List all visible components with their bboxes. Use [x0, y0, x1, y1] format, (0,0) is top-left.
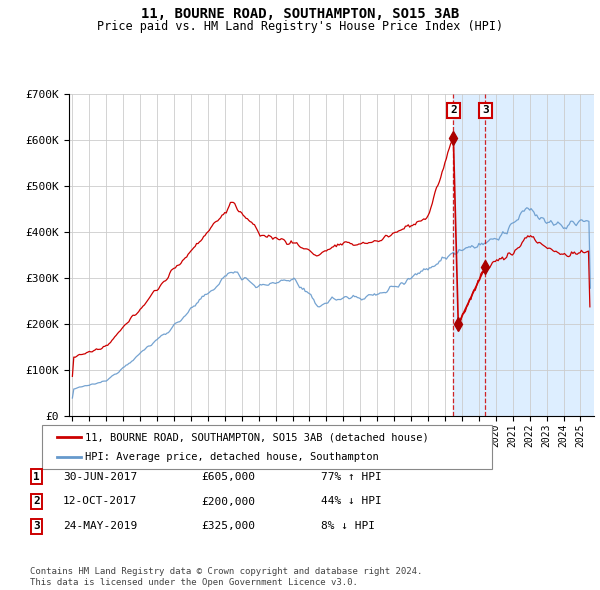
Text: 11, BOURNE ROAD, SOUTHAMPTON, SO15 3AB (detached house): 11, BOURNE ROAD, SOUTHAMPTON, SO15 3AB (… — [85, 432, 429, 442]
Text: 77% ↑ HPI: 77% ↑ HPI — [321, 472, 382, 481]
Text: 11, BOURNE ROAD, SOUTHAMPTON, SO15 3AB: 11, BOURNE ROAD, SOUTHAMPTON, SO15 3AB — [141, 7, 459, 21]
Text: 3: 3 — [482, 106, 489, 116]
Text: 1: 1 — [33, 472, 40, 481]
Text: 2: 2 — [450, 106, 457, 116]
Text: 8% ↓ HPI: 8% ↓ HPI — [321, 522, 375, 531]
Text: HPI: Average price, detached house, Southampton: HPI: Average price, detached house, Sout… — [85, 452, 379, 461]
Text: 24-MAY-2019: 24-MAY-2019 — [63, 522, 137, 531]
Text: £605,000: £605,000 — [201, 472, 255, 481]
Text: This data is licensed under the Open Government Licence v3.0.: This data is licensed under the Open Gov… — [30, 578, 358, 588]
Text: 2: 2 — [33, 497, 40, 506]
Text: 44% ↓ HPI: 44% ↓ HPI — [321, 497, 382, 506]
Text: Contains HM Land Registry data © Crown copyright and database right 2024.: Contains HM Land Registry data © Crown c… — [30, 566, 422, 576]
Text: £200,000: £200,000 — [201, 497, 255, 506]
Bar — [454, 94, 600, 416]
Text: Price paid vs. HM Land Registry's House Price Index (HPI): Price paid vs. HM Land Registry's House … — [97, 20, 503, 33]
Text: 30-JUN-2017: 30-JUN-2017 — [63, 472, 137, 481]
Text: £325,000: £325,000 — [201, 522, 255, 531]
Text: 12-OCT-2017: 12-OCT-2017 — [63, 497, 137, 506]
Text: 3: 3 — [33, 522, 40, 531]
